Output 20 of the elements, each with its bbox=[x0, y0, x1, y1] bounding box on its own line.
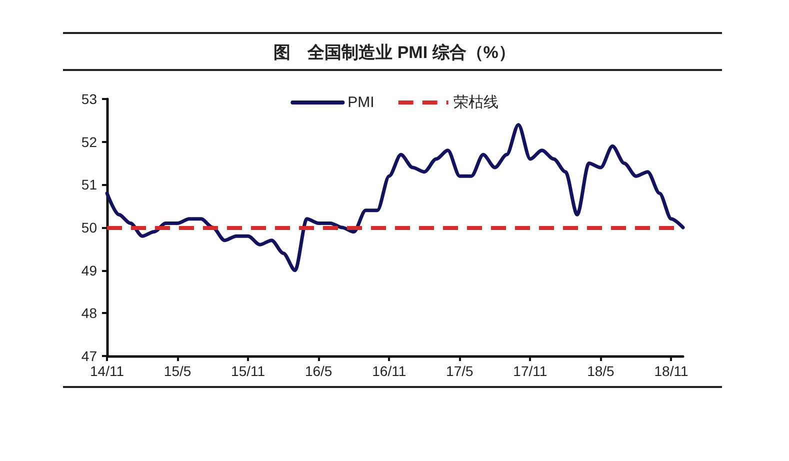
y-tick-label: 53 bbox=[81, 91, 98, 107]
x-tick-label: 16/5 bbox=[304, 363, 332, 379]
x-tick-label: 14/11 bbox=[90, 363, 124, 379]
y-tick-label: 52 bbox=[81, 134, 98, 150]
legend-label: 荣枯线 bbox=[453, 94, 498, 111]
y-tick-label: 49 bbox=[81, 262, 98, 278]
y-tick-label: 50 bbox=[81, 220, 98, 236]
x-tick-label: 18/5 bbox=[587, 363, 615, 379]
y-tick-label: 47 bbox=[81, 348, 98, 364]
y-tick-label: 48 bbox=[81, 305, 98, 322]
x-tick-label: 17/5 bbox=[446, 363, 474, 379]
x-tick-label: 17/11 bbox=[513, 363, 548, 379]
chart-title: 图 全国制造业 PMI 综合（%） bbox=[274, 43, 516, 62]
y-tick-label: 51 bbox=[81, 176, 98, 193]
x-tick-label: 15/11 bbox=[231, 363, 266, 379]
x-tick-label: 16/11 bbox=[372, 363, 406, 379]
legend-label: PMI bbox=[348, 94, 374, 111]
x-tick-label: 15/5 bbox=[164, 363, 192, 379]
line-series bbox=[105, 122, 685, 272]
x-tick-label: 18/11 bbox=[654, 363, 688, 379]
